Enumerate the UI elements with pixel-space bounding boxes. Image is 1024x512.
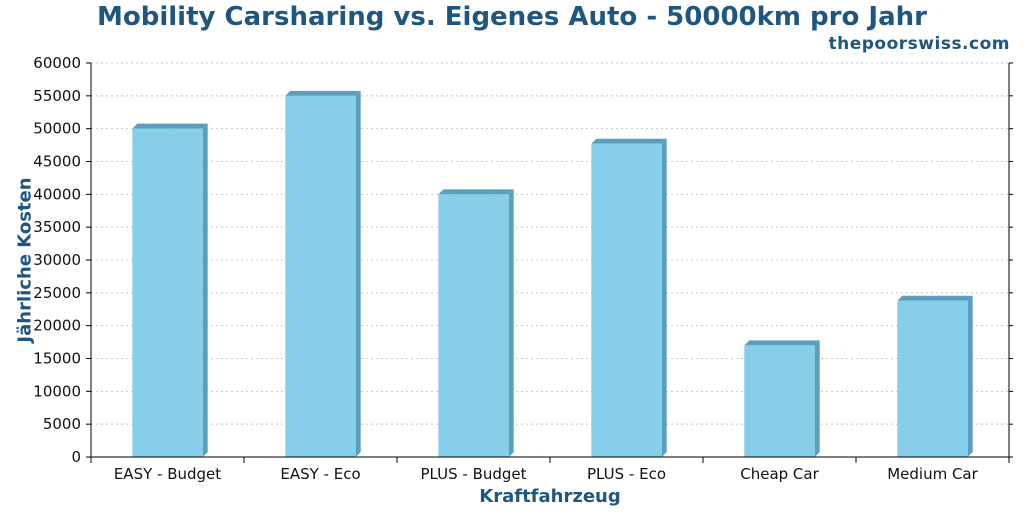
y-tick-label: 25000	[33, 284, 81, 302]
y-tick-label: 50000	[33, 120, 81, 138]
x-tick-label: PLUS - Budget	[420, 465, 526, 483]
bar-side	[967, 295, 973, 457]
y-ticks: 0 5000 10000 15000 20000 25000 30000 35000 40000…	[33, 54, 1013, 466]
bar-top	[591, 138, 667, 144]
y-tick-label: 40000	[33, 185, 81, 203]
x-tick-label: PLUS - Eco	[587, 465, 666, 483]
bar-side	[508, 189, 514, 458]
grid-lines	[91, 62, 1009, 425]
y-tick-label: 0	[71, 448, 81, 466]
bar	[591, 138, 667, 457]
bar-side	[814, 340, 820, 457]
y-tick-label: 10000	[33, 382, 81, 400]
bar-side	[355, 90, 361, 457]
y-tick-label: 30000	[33, 251, 81, 269]
y-tick-label: 5000	[43, 415, 81, 433]
bar-side	[202, 123, 208, 458]
y-tick-label: 20000	[33, 317, 81, 335]
bar	[744, 340, 820, 457]
bar	[132, 123, 208, 458]
y-tick-label: 35000	[33, 218, 81, 236]
y-tick-label: 45000	[33, 153, 81, 171]
bars	[132, 90, 973, 458]
bar-side	[661, 138, 667, 457]
bar-face	[591, 143, 662, 457]
x-tick-label: Medium Car	[887, 465, 978, 483]
bar-top	[285, 90, 361, 96]
bar-top	[897, 295, 973, 301]
y-tick-label: 60000	[33, 54, 81, 72]
bar-face	[285, 95, 356, 457]
bar	[897, 295, 973, 457]
bar-top	[744, 340, 820, 346]
bar-face	[744, 345, 815, 457]
bar	[285, 90, 361, 457]
x-axis-title: Kraftfahrzeug	[479, 486, 620, 507]
x-tick-label: EASY - Eco	[280, 465, 360, 483]
y-axis-title: Jährliche Kosten	[14, 177, 35, 344]
bar-face	[897, 300, 968, 457]
x-tick-label: Cheap Car	[740, 465, 819, 483]
bar-top	[438, 189, 514, 195]
y-tick-label: 15000	[33, 350, 81, 368]
site-label: thepoorswiss.com	[828, 34, 1010, 54]
bar-top	[132, 123, 208, 129]
y-tick-label: 55000	[33, 87, 81, 105]
bar-face	[438, 194, 509, 458]
x-tick-label: EASY - Budget	[114, 465, 221, 483]
bar	[438, 189, 514, 458]
chart-title: Mobility Carsharing vs. Eigenes Auto - 5…	[97, 2, 927, 32]
x-ticks: EASY - Budget EASY - Eco PLUS - Budget PLUS…	[90, 457, 1010, 483]
bar-face	[132, 128, 203, 457]
